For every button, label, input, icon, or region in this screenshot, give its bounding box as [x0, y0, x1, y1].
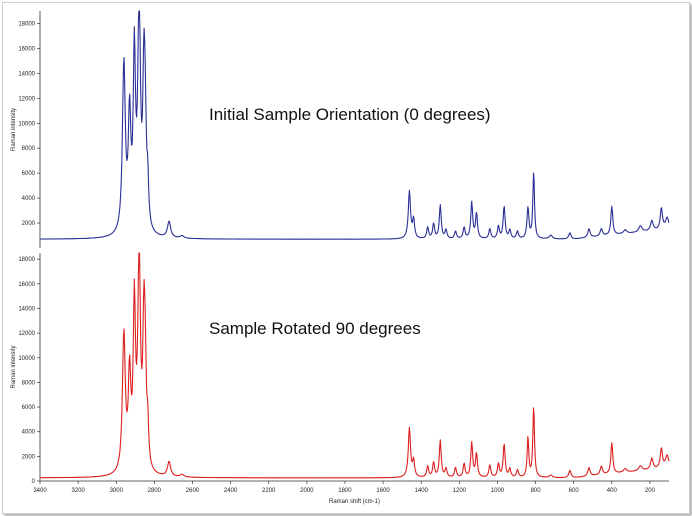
- bottom-spectrum-panel: 0 2000 4000 6000 8000 10000 12000 14000 16000 180…: [11, 252, 670, 505]
- y-tick-label: 4000: [22, 196, 36, 202]
- spectrum-line: [39, 252, 670, 479]
- y-tick-label: 12000: [18, 331, 35, 337]
- x-tick-label: 600: [569, 488, 580, 494]
- x-tick-label: 3400: [33, 488, 47, 494]
- x-tick-label: 2600: [186, 488, 200, 494]
- y-tick-label: 14000: [18, 71, 35, 77]
- top-spectrum-panel: 2000 4000 6000 8000 10000 12000 14000 16000 1800…: [11, 10, 670, 248]
- raman-spectra-chart: 2000400060008000100001200014000160001800…: [11, 10, 670, 505]
- y-tick-label: 8000: [22, 380, 36, 386]
- x-tick-label: 1400: [415, 488, 429, 494]
- y-tick-label: 6000: [22, 171, 36, 177]
- y-tick-label: 8000: [22, 146, 36, 152]
- x-axis-title: Raman shift (cm-1): [329, 499, 380, 505]
- x-tick-label: 800: [531, 488, 542, 494]
- y-tick-label: 4000: [22, 430, 36, 436]
- x-tick-label: 1000: [491, 488, 505, 494]
- x-tick-label: 3000: [110, 488, 124, 494]
- x-tick-label: 2400: [224, 488, 238, 494]
- x-tick-label: 1600: [376, 488, 390, 494]
- x-tick-label: 2000: [300, 488, 314, 494]
- x-tick-label: 1800: [338, 488, 352, 494]
- y-tick-label: 12000: [18, 96, 35, 102]
- x-tick-label: 200: [645, 488, 656, 494]
- y-axis-title: Raman intensity: [11, 345, 17, 388]
- y-tick-label: 14000: [18, 306, 35, 312]
- y-tick-label: 2000: [22, 221, 36, 227]
- y-tick-label: 2000: [22, 454, 36, 460]
- y-tick-label: 18000: [18, 21, 35, 27]
- y-tick-label: 0: [32, 479, 36, 485]
- y-tick-label: 6000: [22, 405, 36, 411]
- spectrum-annotation: Initial Sample Orientation (0 degrees): [209, 105, 491, 124]
- y-tick-label: 16000: [18, 46, 35, 52]
- x-tick-label: 1200: [453, 488, 467, 494]
- y-tick-label: 16000: [18, 282, 35, 288]
- x-tick-label: 400: [607, 488, 618, 494]
- spectrum-annotation: Sample Rotated 90 degrees: [209, 319, 421, 338]
- y-tick-label: 18000: [18, 257, 35, 263]
- spectrum-line: [39, 10, 670, 240]
- x-tick-label: 3200: [71, 488, 85, 494]
- x-tick-label: 2200: [262, 488, 276, 494]
- x-tick-label: 2800: [148, 488, 162, 494]
- y-tick-label: 10000: [18, 121, 35, 127]
- y-tick-label: 10000: [18, 356, 35, 362]
- y-axis-title: Raman intensity: [11, 108, 17, 151]
